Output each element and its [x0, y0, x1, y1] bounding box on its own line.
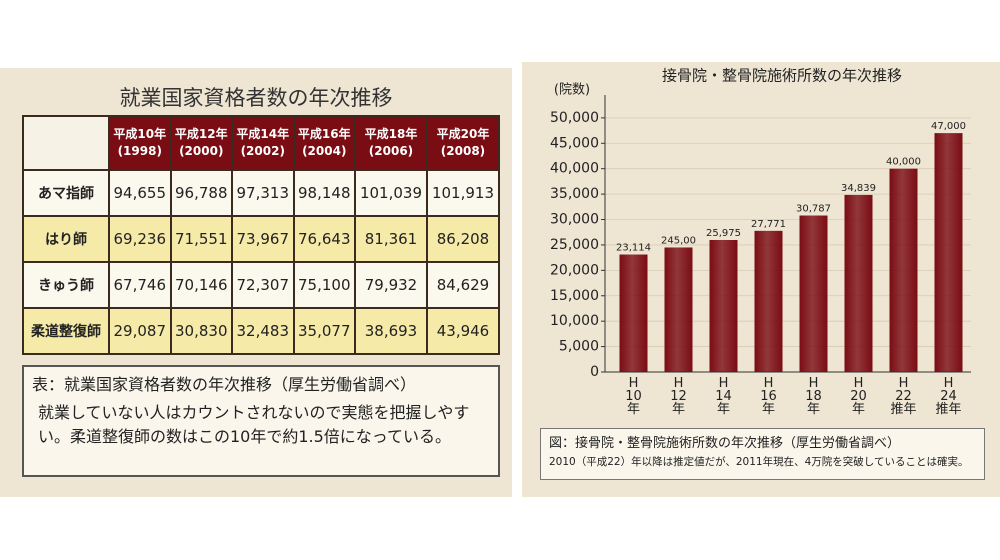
- y-tick-label: 35,000: [550, 186, 599, 202]
- table-cell: 29,087: [108, 307, 172, 355]
- table-cell: 79,932: [354, 261, 428, 309]
- x-tick-label: H 18 年: [805, 376, 822, 417]
- table-cell: 38,693: [354, 307, 428, 355]
- value-label: 23,114: [616, 243, 651, 254]
- chart: 接骨院・整骨院施術所数の年次推移 (院数) 0 5,000 10,000 15,000…: [550, 67, 971, 380]
- x-tick-label: H 16 年: [760, 376, 777, 417]
- table-cell: 69,236: [108, 215, 172, 263]
- table-cell: 84,629: [425, 261, 501, 309]
- x-tick-label: H 24 推年: [935, 376, 962, 417]
- table-cell: 98,148: [292, 169, 356, 217]
- caption-text: 就業していない人はカウントされないので実態を把握しやすい。柔道整復師の数はこの1…: [38, 403, 470, 446]
- row-header: はり師: [22, 215, 110, 263]
- table-row: きゅう師 67,746 70,146 72,307 75,100 79,932 84,629: [22, 261, 501, 309]
- y-tick-label: 30,000: [550, 212, 599, 228]
- corner-cell: [22, 115, 110, 171]
- bar: [799, 215, 828, 372]
- x-tick-label: H 20 年: [850, 376, 867, 417]
- caption-title: 表：就業国家資格者数の年次推移（厚生労働省調べ）: [32, 375, 417, 394]
- table-cell: 73,967: [231, 215, 295, 263]
- y-tick-label: 50,000: [550, 110, 599, 126]
- bar: [844, 194, 873, 372]
- table-cell: 70,146: [169, 261, 233, 309]
- column-header: 平成18年 (2006): [354, 115, 428, 171]
- chart-title: 接骨院・整骨院施術所数の年次推移: [662, 67, 902, 85]
- table-cell: 72,307: [231, 261, 295, 309]
- table-cell: 97,313: [231, 169, 295, 217]
- table-cell: 86,208: [425, 215, 501, 263]
- table-cell: 30,830: [169, 307, 233, 355]
- value-label: 40,000: [886, 157, 921, 168]
- chart-panel: 接骨院・整骨院施術所数の年次推移 (院数) 0 5,000 10,000 15,000…: [522, 62, 1000, 497]
- table-cell: 101,039: [354, 169, 428, 217]
- table-cell: 81,361: [354, 215, 428, 263]
- row-header: きゅう師: [22, 261, 110, 309]
- value-label: 27,771: [751, 219, 786, 230]
- column-header: 平成14年 (2002): [231, 115, 295, 171]
- bar: [754, 230, 783, 372]
- y-tick-label: 20,000: [550, 262, 599, 278]
- caption-title: 図：接骨院・整骨院施術所数の年次推移（厚生労働省調べ）: [549, 436, 901, 451]
- column-header: 平成12年 (2000): [169, 115, 233, 171]
- bar: [619, 254, 648, 372]
- y-tick-label: 0: [590, 364, 599, 380]
- data-table: 平成10年 (1998) 平成12年 (2000) 平成14年 (2002) 平成16…: [22, 115, 501, 355]
- caption-note: 2010（平成22）年以降は推定値だが、2011年現在、4万院を突破していること…: [549, 456, 969, 468]
- table-cell: 32,483: [231, 307, 295, 355]
- value-label: 30,787: [796, 204, 831, 215]
- column-header: 平成10年 (1998): [108, 115, 172, 171]
- x-tick-label: H 14 年: [715, 376, 732, 417]
- y-tick-label: 5,000: [559, 339, 599, 355]
- table-cell: 71,551: [169, 215, 233, 263]
- table-cell: 35,077: [292, 307, 356, 355]
- table-cell: 96,788: [169, 169, 233, 217]
- table-row: 柔道整復師 29,087 30,830 32,483 35,077 38,693 43,94…: [22, 307, 501, 355]
- table-cell: 94,655: [108, 169, 172, 217]
- value-label: 25,975: [706, 228, 741, 239]
- table-cell: 43,946: [425, 307, 501, 355]
- table-row: あマ指師 94,655 96,788 97,313 98,148 101,039 101,9…: [22, 169, 501, 217]
- table-caption: 表：就業国家資格者数の年次推移（厚生労働省調べ） 就業していない人はカウントされ…: [22, 365, 500, 477]
- bar: [934, 133, 963, 372]
- y-tick-label: 25,000: [550, 237, 599, 253]
- table-panel: 就業国家資格者数の年次推移 平成10年 (1998) 平成12年 (2000) 平成…: [0, 68, 512, 497]
- bar: [664, 247, 693, 372]
- x-tick-label: H 22 推年: [890, 376, 917, 417]
- row-header: 柔道整復師: [22, 307, 110, 355]
- x-tick-label: H 10 年: [625, 376, 642, 417]
- value-label: 47,000: [931, 121, 966, 132]
- table-cell: 76,643: [292, 215, 356, 263]
- table-cell: 101,913: [425, 169, 501, 217]
- y-axis-label: (院数): [554, 83, 590, 98]
- y-tick-label: 45,000: [550, 135, 599, 151]
- bar: [709, 239, 738, 372]
- table-row: はり師 69,236 71,551 73,967 76,643 81,361 86,208: [22, 215, 501, 263]
- bar: [889, 168, 918, 372]
- header-row: 平成10年 (1998) 平成12年 (2000) 平成14年 (2002) 平成16…: [22, 115, 501, 171]
- table-cell: 67,746: [108, 261, 172, 309]
- y-tick-label: 10,000: [550, 313, 599, 329]
- value-label: 245,00: [661, 235, 696, 246]
- chart-caption: 図：接骨院・整骨院施術所数の年次推移（厚生労働省調べ） 2010（平成22）年以…: [540, 428, 985, 480]
- table-cell: 75,100: [292, 261, 356, 309]
- table-title: 就業国家資格者数の年次推移: [119, 86, 393, 110]
- y-tick-label: 40,000: [550, 161, 599, 177]
- value-label: 34,839: [841, 183, 876, 194]
- x-tick-label: H 12 年: [670, 376, 687, 417]
- column-header: 平成16年 (2004): [292, 115, 356, 171]
- column-header: 平成20年 (2008): [425, 115, 501, 171]
- y-tick-label: 15,000: [550, 288, 599, 304]
- row-header: あマ指師: [22, 169, 110, 217]
